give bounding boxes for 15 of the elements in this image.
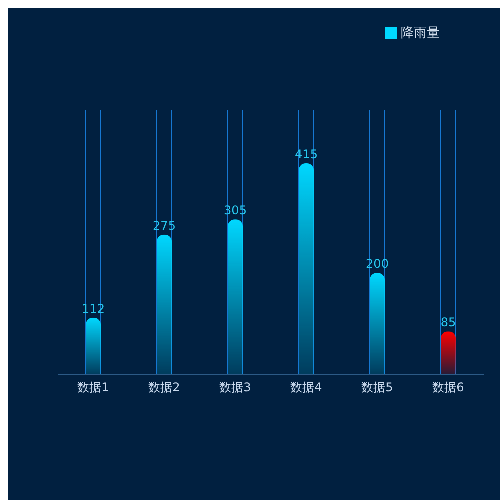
x-tick-label: 数据5 [362, 380, 394, 395]
x-tick-label: 数据1 [78, 380, 110, 395]
bar [299, 164, 314, 375]
data-label: 85 [440, 316, 456, 330]
x-tick-label: 数据2 [148, 380, 180, 395]
bar [441, 332, 456, 375]
bar [440, 110, 456, 375]
x-tick-label: 数据4 [290, 380, 322, 395]
x-tick-label: 数据3 [220, 380, 252, 395]
bar [228, 220, 243, 375]
x-tick-label: 数据6 [432, 380, 464, 395]
legend-label: 降雨量 [401, 26, 440, 41]
bar [157, 234, 172, 375]
bar [86, 318, 101, 375]
bar [370, 273, 385, 375]
